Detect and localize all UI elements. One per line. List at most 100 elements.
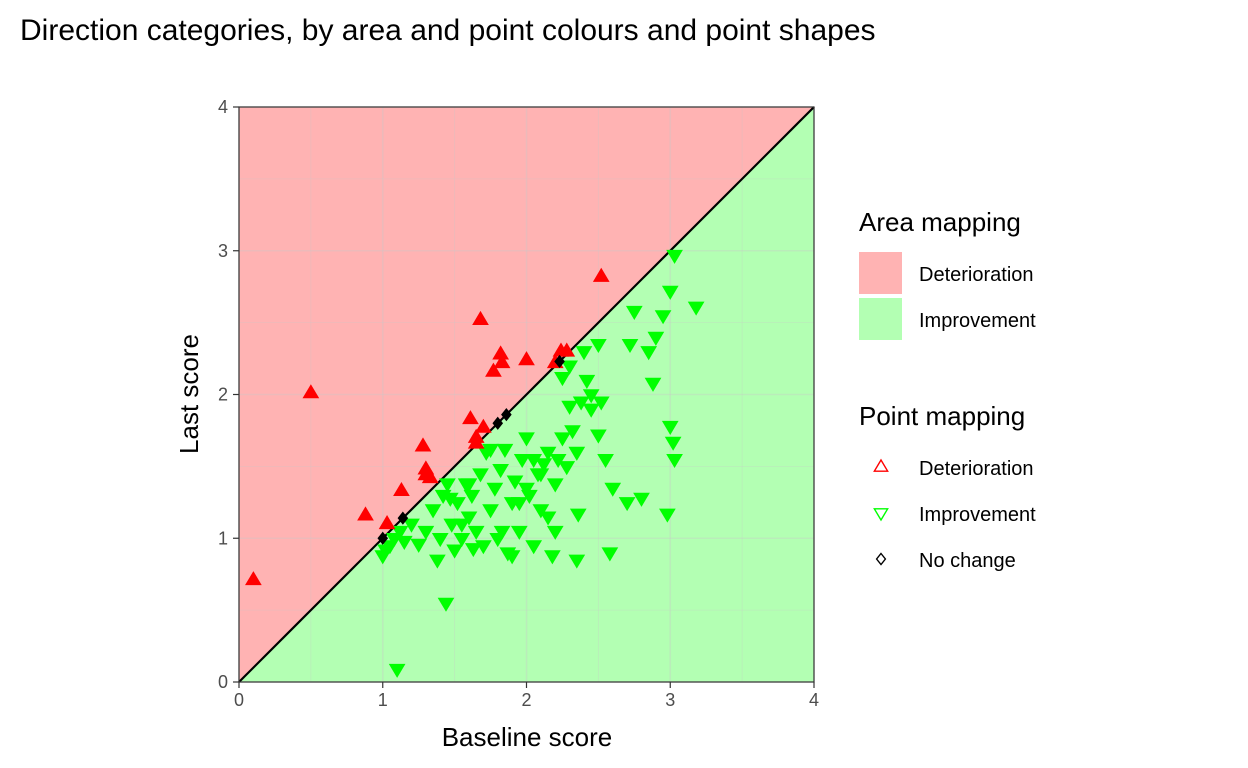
data-point <box>403 518 420 533</box>
data-point <box>661 285 679 300</box>
data-point <box>441 492 459 507</box>
data-point <box>539 446 557 461</box>
data-point <box>661 420 679 435</box>
data-point <box>503 550 521 565</box>
y-tick-label: 4 <box>218 97 228 117</box>
data-point <box>485 362 502 377</box>
data-point <box>439 478 456 493</box>
data-point <box>378 515 396 530</box>
data-point <box>558 461 576 476</box>
data-point <box>582 389 600 404</box>
data-point <box>501 408 512 422</box>
data-point <box>687 301 705 316</box>
data-point <box>590 429 607 444</box>
data-point <box>633 492 650 507</box>
data-point <box>592 396 610 411</box>
data-point <box>410 538 428 553</box>
data-point <box>561 400 578 415</box>
data-point <box>518 432 535 447</box>
data-point <box>582 403 600 418</box>
data-point <box>518 351 535 366</box>
data-point <box>525 540 543 555</box>
data-point <box>467 434 485 449</box>
data-point <box>429 554 446 569</box>
data-point <box>424 504 442 519</box>
data-point <box>535 458 553 473</box>
y-tick-label: 1 <box>218 528 228 548</box>
point-legend-key <box>873 508 889 522</box>
data-point <box>391 525 409 540</box>
data-point <box>393 481 410 497</box>
data-point <box>518 482 535 497</box>
y-tick-label: 3 <box>218 241 228 261</box>
data-point <box>558 342 576 357</box>
data-point <box>568 554 586 569</box>
data-point <box>443 518 461 533</box>
data-point <box>245 571 262 586</box>
area-legend-key <box>859 252 902 294</box>
data-point <box>486 482 504 497</box>
x-tick-label: 4 <box>809 690 819 710</box>
data-point <box>597 453 614 469</box>
data-point <box>510 497 528 512</box>
data-point <box>464 543 482 558</box>
data-point <box>546 478 564 493</box>
data-point <box>525 453 543 469</box>
data-point <box>377 531 389 545</box>
point-legend-label: Improvement <box>919 504 1036 526</box>
x-axis-title: Baseline score <box>442 722 613 752</box>
data-point <box>492 464 509 479</box>
data-point <box>513 453 531 469</box>
series-improvement <box>374 249 705 678</box>
point-legend-key <box>875 552 887 566</box>
data-point <box>572 396 590 411</box>
no-change-line <box>238 106 815 683</box>
data-point <box>302 384 320 399</box>
area-legend-title: Area mapping <box>859 207 1021 237</box>
point-legend-items: Deterioration Improvement No change <box>873 458 1036 572</box>
data-point <box>510 525 528 540</box>
area-legend-label: Deterioration <box>919 264 1034 286</box>
data-point <box>421 469 439 484</box>
data-point <box>446 544 463 559</box>
data-point <box>463 489 481 504</box>
x-tick-label: 1 <box>378 690 388 710</box>
data-point <box>664 436 682 451</box>
data-point <box>590 338 607 354</box>
data-point <box>414 437 432 452</box>
data-point <box>532 504 550 519</box>
data-point <box>482 504 499 519</box>
data-point <box>618 497 636 512</box>
data-point <box>467 525 485 540</box>
data-point <box>654 310 672 325</box>
data-point <box>492 416 504 430</box>
data-point <box>397 511 409 525</box>
data-point <box>640 346 658 361</box>
data-point <box>460 478 478 493</box>
y-tick-label: 2 <box>218 385 228 405</box>
series-no-change <box>377 354 565 545</box>
data-point <box>549 453 567 469</box>
y-axis: 0 1 2 3 4 <box>218 97 239 692</box>
data-point <box>561 360 578 375</box>
data-point <box>357 506 374 521</box>
data-point <box>496 443 514 458</box>
data-point <box>546 525 564 540</box>
data-point <box>575 346 593 361</box>
data-point <box>625 305 643 320</box>
data-point <box>647 331 665 346</box>
data-point <box>388 663 406 678</box>
data-point <box>592 267 610 282</box>
data-point <box>569 508 587 523</box>
data-point <box>493 525 511 540</box>
data-point <box>544 550 561 565</box>
data-point <box>482 443 499 458</box>
data-point <box>659 508 676 523</box>
x-tick-label: 0 <box>234 690 244 710</box>
point-legend-title: Point mapping <box>859 401 1025 431</box>
point-legend-label: Deterioration <box>919 458 1034 480</box>
data-point <box>666 249 683 264</box>
data-point <box>453 518 471 533</box>
data-point <box>431 533 449 548</box>
